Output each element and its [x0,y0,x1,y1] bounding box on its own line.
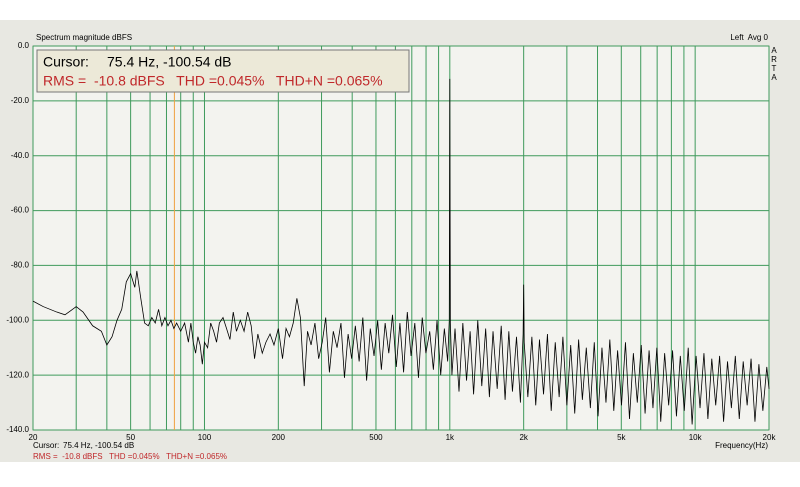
x-tick-label: 1k [446,433,455,442]
status-stats: RMS = -10.8 dBFS THD =0.045% THD+N =0.06… [33,452,227,461]
info-box [36,49,410,93]
channel-label: Left Avg 0 [730,33,768,42]
y-tick-label: -120.0 [6,370,29,379]
stats: RMS = -10.8 dBFS THD =0.045% THD+N =0.06… [43,73,383,89]
cursor-readout: 75.4 Hz, -100.54 dB [107,54,232,70]
y-tick-label: -40.0 [11,151,30,160]
status-cursor-label: Cursor: [33,441,59,450]
x-tick-label: 200 [272,433,286,442]
x-tick-label: 20k [763,433,777,442]
x-tick-label: 2k [519,433,528,442]
y-tick-label: 0.0 [18,41,30,50]
status-cursor-readout: 75.4 Hz, -100.54 dB [63,441,134,450]
x-axis-label: Frequency(Hz) [715,441,768,450]
cursor-label: Cursor: [43,54,89,70]
y-tick-label: -80.0 [11,261,30,270]
x-tick-label: 50 [126,433,135,442]
y-tick-label: -140.0 [6,425,29,434]
spectrum-line [32,78,770,425]
y-tick-label: -20.0 [11,96,30,105]
x-tick-label: 500 [369,433,383,442]
chart-title: Spectrum magnitude dBFS [36,33,132,42]
x-tick-label: 20 [29,433,38,442]
x-tick-label: 5k [617,433,626,442]
x-tick-label: 100 [198,433,212,442]
y-tick-label: -100.0 [6,315,29,324]
data [32,78,770,425]
y-tick-label: -60.0 [11,206,30,215]
x-tick-label: 10k [689,433,703,442]
plot-area [32,45,770,431]
app-label: ARTA [770,46,779,82]
